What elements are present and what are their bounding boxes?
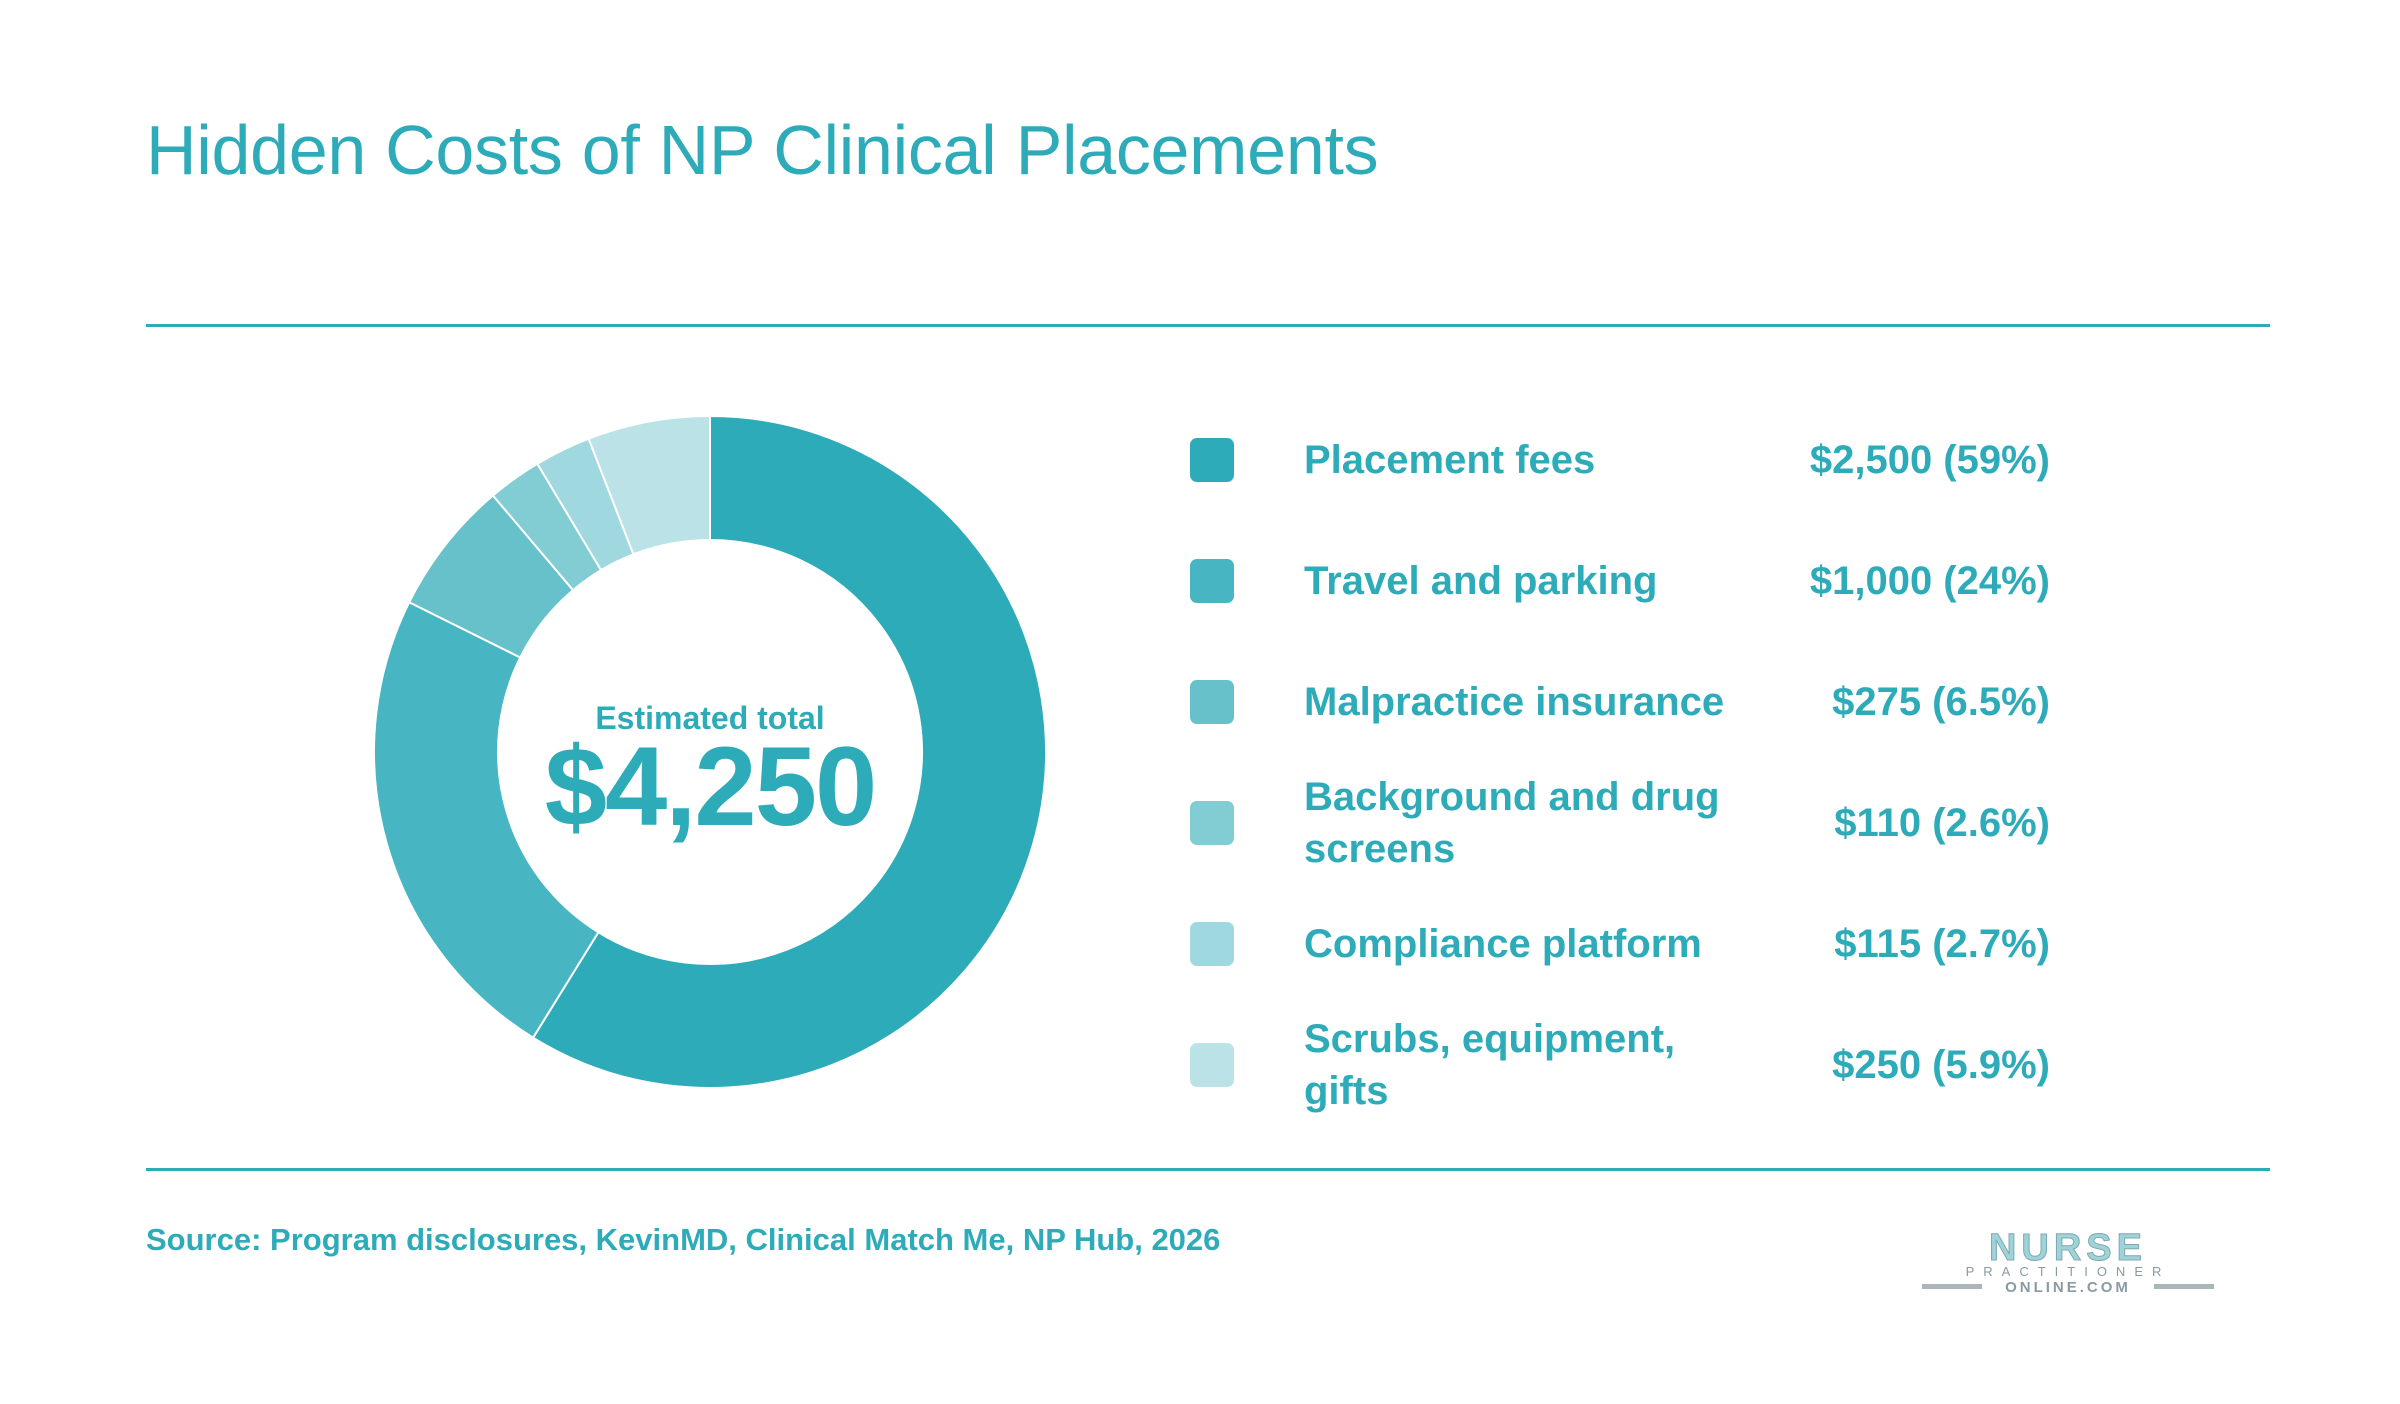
legend-label: Malpractice insurance xyxy=(1304,680,1725,724)
legend-label: Scrubs, equipment, gifts xyxy=(1304,1017,1676,1113)
legend-label: Compliance platform xyxy=(1304,922,1702,966)
legend-item-travel-parking: Travel and parking $1,000 (24%) xyxy=(1190,521,2050,641)
logo-bar-right xyxy=(2154,1284,2214,1289)
legend-item-scrubs-equipment-gifts: Scrubs, equipment, gifts $250 (5.9%) xyxy=(1190,1005,2050,1125)
donut-chart xyxy=(373,414,1047,1089)
legend-item-background-drug-screens: Background and drug screens $110 (2.6%) xyxy=(1190,763,2050,883)
legend-label: Travel and parking xyxy=(1304,559,1658,603)
source-note: Source: Program disclosures, KevinMD, Cl… xyxy=(146,1222,1221,1257)
logo-bar-left xyxy=(1922,1284,1982,1289)
donut-slice-5 xyxy=(587,414,711,556)
brand-logo: NURSE PRACTITIONER ONLINE.COM xyxy=(1922,1227,2214,1296)
legend-swatch xyxy=(1190,922,1234,966)
legend-item-compliance-platform: Compliance platform $115 (2.7%) xyxy=(1190,884,2050,1004)
legend-swatch xyxy=(1190,559,1234,603)
legend-item-placement-fees: Placement fees $2,500 (59%) xyxy=(1190,400,2050,520)
legend-swatch xyxy=(1190,1043,1234,1087)
top-divider xyxy=(146,324,2270,327)
center-total-label: Estimated total xyxy=(595,700,825,736)
legend-value: $250 (5.9%) xyxy=(1832,1042,2050,1087)
legend-swatch xyxy=(1190,801,1234,845)
legend-label: Placement fees xyxy=(1304,438,1596,482)
legend-value: $275 (6.5%) xyxy=(1832,679,2050,724)
donut-slice-0 xyxy=(531,414,1047,1089)
donut-slice-1 xyxy=(373,600,600,1040)
center-total-value: $4,250 xyxy=(544,724,878,849)
legend-value: $2,500 (59%) xyxy=(1809,437,2050,482)
legend-value: $110 (2.6%) xyxy=(1834,800,2050,845)
legend-swatch xyxy=(1190,438,1234,482)
legend-item-malpractice-insurance: Malpractice insurance $275 (6.5%) xyxy=(1190,642,2050,762)
legend-swatch xyxy=(1190,680,1234,724)
legend-value: $115 (2.7%) xyxy=(1834,921,2050,966)
chart-title: Hidden Costs of NP Clinical Placements xyxy=(146,111,1379,189)
legend-value: $1,000 (24%) xyxy=(1809,558,2050,603)
bottom-divider xyxy=(146,1168,2270,1171)
logo-line-online: ONLINE.COM xyxy=(2005,1279,2131,1296)
legend-label: Background and drug screens xyxy=(1304,775,1720,871)
logo-line-practitioner: PRACTITIONER xyxy=(1966,1264,2171,1279)
logo-line-nurse: NURSE xyxy=(1989,1227,2147,1269)
